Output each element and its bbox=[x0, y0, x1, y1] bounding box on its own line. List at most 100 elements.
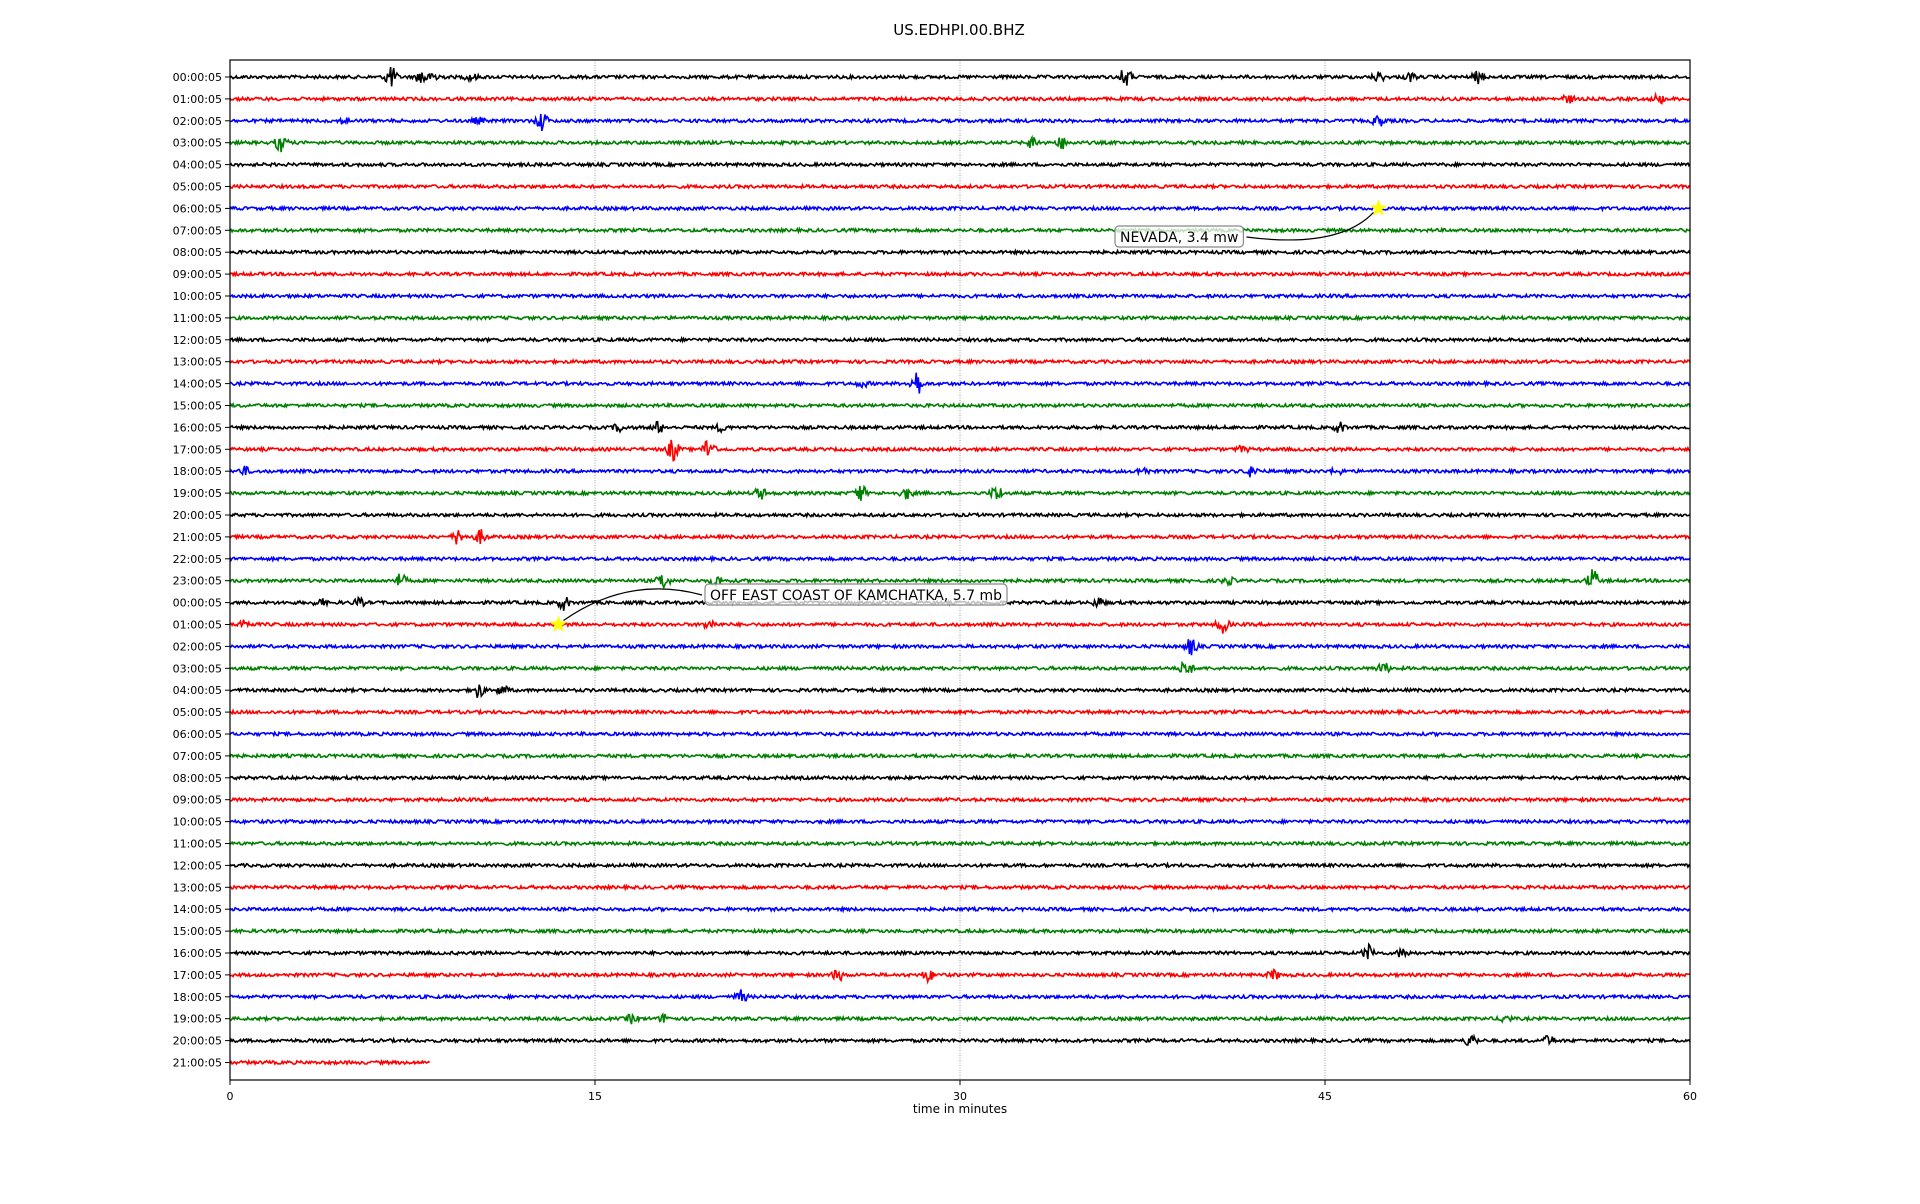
y-tick-label: 19:00:05 bbox=[173, 1013, 222, 1026]
trace-row bbox=[229, 401, 1691, 410]
trace-row bbox=[229, 465, 1691, 478]
trace-row bbox=[229, 160, 1691, 169]
trace-row bbox=[229, 270, 1691, 279]
y-tick-label: 12:00:05 bbox=[173, 334, 222, 347]
trace-row bbox=[229, 335, 1691, 344]
y-tick-label: 17:00:05 bbox=[173, 443, 222, 456]
trace-row bbox=[229, 1033, 1691, 1046]
y-tick-label: 02:00:05 bbox=[173, 115, 222, 128]
trace-row bbox=[229, 817, 1691, 826]
x-axis-ticks: 0 15 30 45 60 bbox=[227, 1080, 1697, 1103]
trace-row bbox=[229, 569, 1691, 590]
y-tick-label: 03:00:05 bbox=[173, 662, 222, 675]
plot-frame bbox=[229, 59, 1691, 1081]
y-tick-label: 11:00:05 bbox=[173, 312, 222, 325]
trace-row bbox=[229, 484, 1691, 501]
trace-row bbox=[229, 420, 1691, 435]
y-tick-label: 11:00:05 bbox=[173, 838, 222, 851]
y-tick-label: 22:00:05 bbox=[173, 553, 222, 566]
y-tick-label: 18:00:05 bbox=[173, 991, 222, 1004]
trace-row bbox=[229, 942, 1691, 960]
y-tick-label: 17:00:05 bbox=[173, 969, 222, 982]
event-connector bbox=[1246, 211, 1374, 241]
trace-row bbox=[229, 968, 1691, 985]
trace-row bbox=[229, 618, 1691, 634]
y-tick-label: 21:00:05 bbox=[173, 1057, 222, 1070]
trace-row bbox=[229, 314, 1691, 322]
event-label: OFF EAST COAST OF KAMCHATKA, 5.7 mb bbox=[710, 588, 1002, 604]
event-label: NEVADA, 3.4 mw bbox=[1120, 230, 1238, 246]
trace-row bbox=[229, 113, 1691, 132]
y-tick-label: 04:00:05 bbox=[173, 159, 222, 172]
y-tick-label: 20:00:05 bbox=[173, 1035, 222, 1048]
trace-row bbox=[229, 773, 1691, 782]
event-star-icon bbox=[1370, 199, 1388, 216]
y-tick-label: 09:00:05 bbox=[173, 268, 222, 281]
y-tick-label: 14:00:05 bbox=[173, 378, 222, 391]
event-annotation: OFF EAST COAST OF KAMCHATKA, 5.7 mb bbox=[549, 583, 1008, 632]
y-tick-label: 05:00:05 bbox=[173, 706, 222, 719]
event-star-icon bbox=[549, 615, 568, 632]
trace-row bbox=[229, 439, 1691, 462]
y-tick-label: 10:00:05 bbox=[173, 816, 222, 829]
trace-row bbox=[229, 730, 1691, 739]
trace-row bbox=[229, 91, 1691, 105]
trace-row bbox=[229, 226, 1691, 235]
y-axis-ticks: 00:00:05 01:00:05 02:00:05 03:00:05 04:00:05… bbox=[173, 71, 230, 1070]
trace-row bbox=[229, 372, 1691, 394]
y-tick-label: 09:00:05 bbox=[173, 794, 222, 807]
y-tick-label: 07:00:05 bbox=[173, 750, 222, 763]
y-tick-label: 12:00:05 bbox=[173, 859, 222, 872]
y-tick-label: 00:00:05 bbox=[173, 597, 222, 610]
y-tick-label: 00:00:05 bbox=[173, 71, 222, 84]
trace-row bbox=[229, 708, 1691, 717]
y-tick-label: 07:00:05 bbox=[173, 224, 222, 237]
y-tick-label: 15:00:05 bbox=[173, 400, 222, 413]
y-tick-label: 20:00:05 bbox=[173, 509, 222, 522]
trace-row bbox=[229, 554, 1691, 564]
chart-title: US.EDHPI.00.BHZ bbox=[893, 21, 1025, 39]
trace-row bbox=[229, 927, 1691, 936]
y-tick-label: 06:00:05 bbox=[173, 202, 222, 215]
traces bbox=[229, 67, 1691, 1067]
y-tick-label: 18:00:05 bbox=[173, 465, 222, 478]
trace-row bbox=[230, 639, 1691, 656]
x-tick-label: 0 bbox=[227, 1090, 234, 1103]
trace-row bbox=[229, 248, 1691, 257]
y-tick-label: 01:00:05 bbox=[173, 619, 222, 632]
y-tick-label: 15:00:05 bbox=[173, 925, 222, 938]
y-tick-label: 19:00:05 bbox=[173, 487, 222, 500]
trace-row bbox=[230, 795, 1691, 804]
event-annotation: NEVADA, 3.4 mw bbox=[1114, 199, 1388, 248]
y-tick-label: 21:00:05 bbox=[173, 531, 222, 544]
y-tick-label: 03:00:05 bbox=[173, 137, 222, 150]
trace-row bbox=[229, 292, 1691, 300]
y-tick-label: 02:00:05 bbox=[173, 640, 222, 653]
y-tick-label: 08:00:05 bbox=[173, 246, 222, 259]
trace-row bbox=[229, 861, 1691, 870]
trace-row bbox=[229, 660, 1691, 674]
y-tick-label: 16:00:05 bbox=[173, 947, 222, 960]
trace-row bbox=[229, 989, 1691, 1002]
y-tick-label: 04:00:05 bbox=[173, 684, 222, 697]
trace-row bbox=[229, 883, 1691, 892]
x-tick-label: 30 bbox=[953, 1090, 967, 1103]
y-tick-label: 13:00:05 bbox=[173, 881, 222, 894]
y-tick-label: 14:00:05 bbox=[173, 903, 222, 916]
y-tick-label: 05:00:05 bbox=[173, 181, 222, 194]
trace-row bbox=[229, 1012, 1691, 1025]
trace-row bbox=[229, 357, 1691, 366]
trace-row bbox=[229, 1058, 431, 1067]
x-tick-label: 15 bbox=[588, 1090, 602, 1103]
x-tick-label: 60 bbox=[1683, 1090, 1697, 1103]
trace-row bbox=[229, 529, 1691, 545]
y-tick-label: 08:00:05 bbox=[173, 772, 222, 785]
trace-row bbox=[229, 182, 1691, 191]
trace-row bbox=[229, 752, 1691, 760]
y-tick-label: 01:00:05 bbox=[173, 93, 222, 106]
grid-lines bbox=[594, 60, 1326, 1080]
event-label-box bbox=[704, 583, 1008, 606]
trace-row bbox=[229, 67, 1690, 87]
x-axis-label: time in minutes bbox=[913, 1102, 1007, 1116]
event-annotations: NEVADA, 3.4 mw OFF EAST COAST OF KAMCHATK… bbox=[549, 199, 1388, 632]
